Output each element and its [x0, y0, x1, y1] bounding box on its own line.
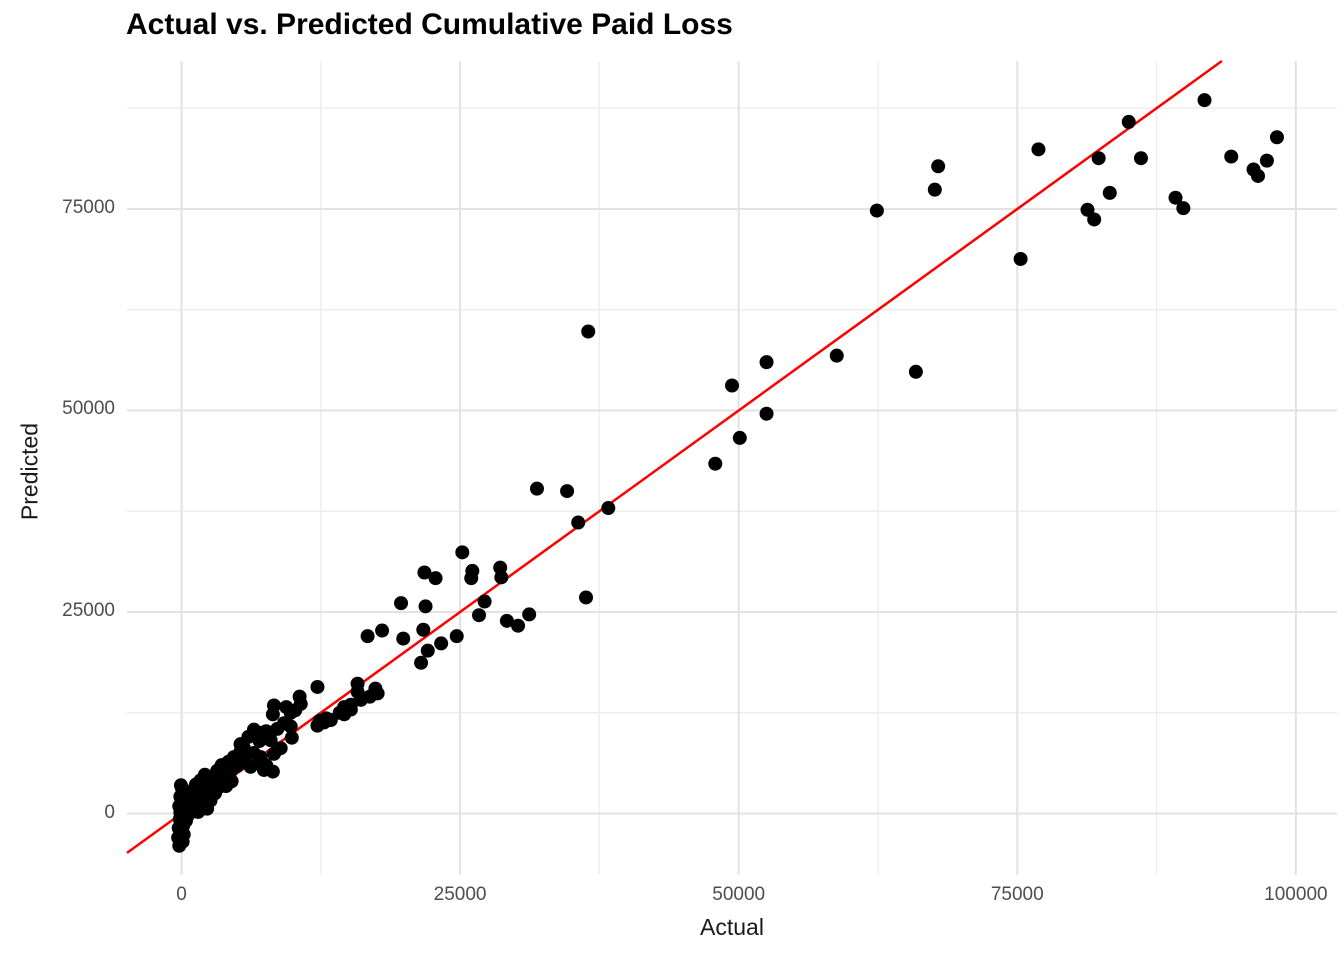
data-point: [224, 774, 239, 789]
data-point: [708, 456, 723, 471]
data-point: [494, 570, 509, 585]
data-point: [455, 545, 470, 560]
data-point: [927, 182, 942, 197]
data-point: [571, 515, 586, 530]
y-tick-label: 50000: [62, 398, 115, 420]
data-point: [414, 655, 429, 670]
data-point: [418, 599, 433, 614]
data-point: [579, 590, 594, 605]
data-point: [370, 686, 385, 701]
data-point: [1133, 151, 1148, 166]
data-point: [416, 622, 431, 637]
data-point: [1197, 93, 1212, 108]
data-point: [759, 355, 774, 370]
data-point: [908, 364, 923, 379]
identity-line: [126, 59, 1223, 854]
x-tick-label: 0: [176, 884, 187, 905]
data-point: [173, 778, 188, 793]
data-point: [428, 571, 443, 586]
data-point: [191, 804, 206, 819]
data-point: [375, 623, 390, 638]
y-axis-title: Predicted: [16, 422, 43, 521]
data-point: [1102, 185, 1117, 200]
data-point: [265, 764, 280, 779]
data-point: [1013, 251, 1028, 266]
x-tick-label: 100000: [1264, 884, 1328, 905]
data-point: [464, 571, 479, 586]
data-point: [1087, 212, 1102, 227]
data-point: [472, 608, 487, 623]
data-point: [420, 643, 435, 658]
y-tick-label: 75000: [62, 196, 115, 218]
y-tick-label: 0: [104, 801, 115, 823]
x-axis-title: Actual: [700, 914, 764, 940]
data-point: [1259, 153, 1274, 168]
data-point: [434, 636, 449, 651]
data-point: [204, 780, 219, 795]
data-point: [288, 703, 303, 718]
data-point: [270, 721, 285, 736]
data-point: [417, 565, 432, 580]
data-point: [310, 679, 325, 694]
x-tick-label: 50000: [712, 884, 766, 905]
data-point: [284, 730, 299, 745]
data-point: [759, 406, 774, 421]
data-point: [283, 719, 298, 734]
data-point: [522, 607, 537, 622]
data-point: [869, 203, 884, 218]
x-tick-label: 75000: [990, 884, 1044, 905]
data-point: [477, 594, 492, 609]
data-point: [265, 707, 280, 722]
data-point: [394, 596, 409, 611]
data-point: [323, 713, 338, 728]
data-point: [1031, 142, 1046, 157]
data-point: [217, 762, 232, 777]
data-point: [449, 629, 464, 644]
data-point: [1269, 130, 1284, 145]
data-point: [396, 631, 411, 646]
data-point: [360, 629, 375, 644]
x-tick-label: 25000: [433, 884, 487, 905]
data-point: [343, 702, 358, 717]
data-point: [732, 430, 747, 445]
data-point: [1224, 149, 1239, 164]
data-point: [1121, 114, 1136, 129]
data-point: [266, 746, 281, 761]
data-point: [1091, 151, 1106, 166]
data-point: [829, 348, 844, 363]
data-point: [725, 378, 739, 393]
chart-title: Actual vs. Predicted Cumulative Paid Los…: [126, 8, 733, 41]
data-point: [238, 752, 253, 767]
data-point: [1168, 190, 1183, 205]
y-tick-label: 25000: [62, 599, 115, 621]
data-point: [1176, 201, 1191, 216]
data-point: [252, 733, 267, 748]
data-point: [529, 481, 544, 496]
data-point: [511, 618, 526, 633]
data-point: [560, 484, 575, 499]
data-point: [263, 733, 278, 748]
data-point: [499, 613, 514, 628]
data-point: [601, 501, 616, 516]
data-point: [931, 159, 946, 174]
data-point: [1250, 168, 1265, 183]
data-point: [581, 324, 596, 339]
